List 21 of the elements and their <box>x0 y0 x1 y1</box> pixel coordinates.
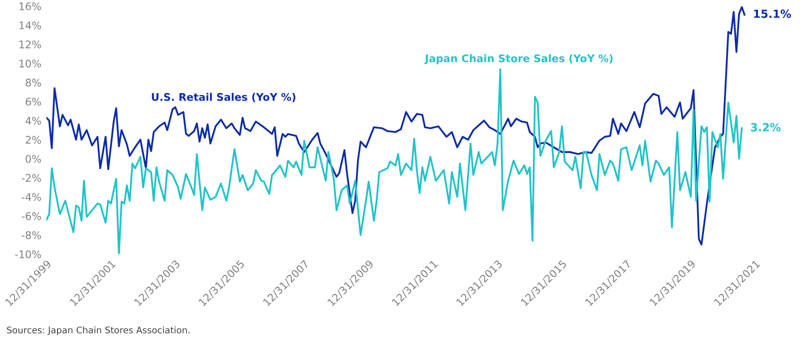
y-tick-label: -10% <box>15 250 41 258</box>
y-tick-label: 0% <box>26 154 41 163</box>
source-note: Sources: Japan Chain Stores Association. <box>6 326 190 336</box>
y-tick-label: -4% <box>22 193 41 201</box>
y-tick-label: 16% <box>20 2 41 10</box>
y-tick-label: -8% <box>22 231 41 240</box>
y-tick-label: 6% <box>26 98 41 106</box>
y-tick-label: 10% <box>20 60 41 68</box>
y-tick-label: 14% <box>20 21 41 30</box>
y-tick-label: 2% <box>26 136 41 144</box>
line-series <box>46 68 743 254</box>
y-tick-label: -2% <box>22 174 41 182</box>
y-tick-label: 4% <box>26 116 41 125</box>
y-tick-label: 12% <box>20 40 41 48</box>
annotation: 3.2% <box>750 123 781 132</box>
series-label: Japan Chain Store Sales (YoY %) <box>424 54 613 64</box>
line-series <box>46 6 746 246</box>
y-tick-label: -6% <box>22 212 41 220</box>
text: U.S. Retail Sales (YoY %) <box>152 92 296 102</box>
annotation: 15.1% <box>754 10 792 18</box>
y-tick-label: 8% <box>26 78 41 87</box>
